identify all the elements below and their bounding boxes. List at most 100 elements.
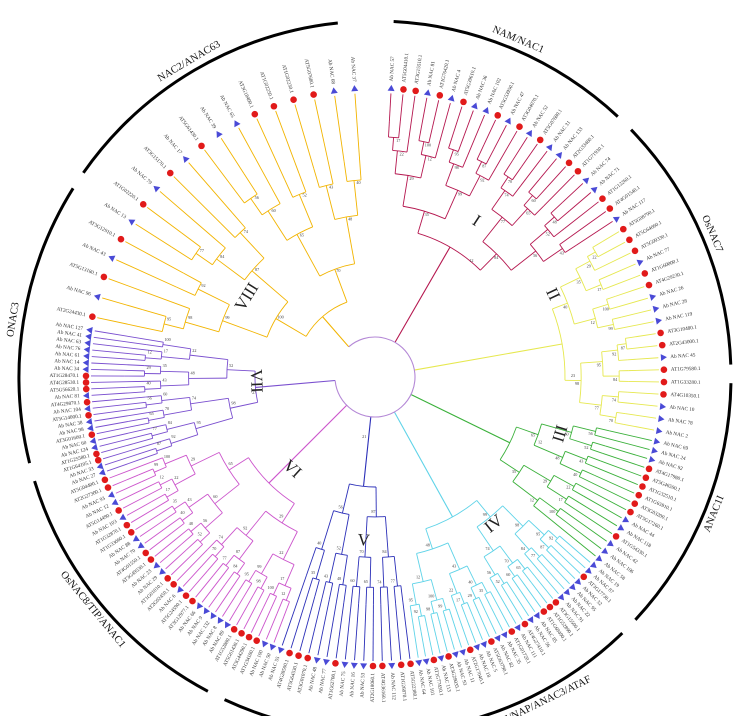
arabidopsis-marker xyxy=(88,431,96,439)
branch xyxy=(137,447,156,455)
branch xyxy=(411,617,419,658)
branch xyxy=(365,587,368,605)
abies-marker xyxy=(111,498,119,506)
bootstrap-value: 43 xyxy=(579,459,583,464)
branch xyxy=(432,100,440,128)
branch xyxy=(594,434,608,439)
branch-arc xyxy=(359,556,371,558)
bootstrap-value: 52 xyxy=(496,579,500,584)
clade-stem-I xyxy=(394,246,451,343)
bootstrap-value: 40 xyxy=(573,472,577,477)
branch-arc xyxy=(185,454,196,475)
abies-marker xyxy=(437,655,445,662)
branch xyxy=(97,317,139,327)
arabidopsis-marker xyxy=(182,592,190,599)
branch xyxy=(335,602,345,659)
branch-arc xyxy=(587,256,596,271)
branch xyxy=(590,448,604,454)
branch-arc xyxy=(578,469,583,477)
branch xyxy=(562,183,584,203)
branch xyxy=(165,549,187,570)
branch xyxy=(444,190,459,220)
bootstrap-value: 92 xyxy=(549,535,553,540)
branch-arc xyxy=(207,493,223,514)
branch xyxy=(594,474,635,494)
branch xyxy=(222,592,238,617)
branch xyxy=(602,395,619,398)
branch xyxy=(490,607,504,631)
arabidopsis-marker xyxy=(166,169,174,177)
bootstrap-value: 17 xyxy=(280,576,284,581)
branch xyxy=(229,183,245,204)
branch xyxy=(220,138,245,174)
branch xyxy=(483,119,497,146)
branch xyxy=(529,229,549,245)
branch xyxy=(585,462,598,469)
branch xyxy=(387,603,392,661)
arabidopsis-marker xyxy=(82,379,90,386)
branch xyxy=(539,497,559,512)
branch xyxy=(146,344,163,348)
branch xyxy=(250,198,263,216)
branch xyxy=(450,595,456,608)
clade-label-II: II xyxy=(542,285,564,304)
tip-label: Ab NAC 16 xyxy=(349,672,357,698)
branch xyxy=(398,121,401,138)
arabidopsis-marker xyxy=(238,630,245,637)
branch xyxy=(514,533,530,550)
branch xyxy=(514,594,530,617)
bootstrap-value: 98 xyxy=(575,381,579,386)
branch xyxy=(359,159,362,180)
abies-marker xyxy=(582,177,590,185)
branch xyxy=(467,114,485,156)
branch xyxy=(420,631,426,657)
branch xyxy=(341,514,350,555)
arabidopsis-marker xyxy=(142,549,150,557)
branch xyxy=(485,149,495,165)
bootstrap-value: 56 xyxy=(338,504,342,509)
bootstrap-value: 84 xyxy=(220,254,225,259)
bootstrap-value: 29 xyxy=(468,593,472,598)
bootstrap-value: 43 xyxy=(324,573,328,578)
abies-marker xyxy=(423,89,431,96)
arabidopsis-marker xyxy=(170,581,177,588)
branch xyxy=(597,323,614,329)
branch-arc xyxy=(160,351,163,360)
bootstrap-value: 35 xyxy=(173,499,177,504)
branch xyxy=(548,530,558,539)
arabidopsis-marker xyxy=(627,508,634,516)
branch xyxy=(466,618,477,643)
abies-marker xyxy=(451,651,459,658)
branch xyxy=(411,583,417,605)
abies-marker xyxy=(660,354,667,362)
branch xyxy=(575,260,591,270)
abies-marker xyxy=(85,417,93,425)
branch xyxy=(388,93,392,122)
tip-label: AT2G24430.1 xyxy=(56,306,87,318)
branch xyxy=(116,259,178,288)
tip-label: AT5G14000.1 xyxy=(52,413,82,423)
bootstrap-value: 87 xyxy=(621,345,625,350)
abies-marker xyxy=(217,616,224,624)
subfamily-arc xyxy=(17,187,75,464)
branch xyxy=(447,542,461,570)
branch xyxy=(563,201,599,230)
central-bootstrap: 12 xyxy=(538,440,542,445)
bootstrap-value: 99 xyxy=(483,512,487,517)
branch xyxy=(585,284,602,292)
bootstrap-value: 48 xyxy=(348,216,352,221)
arabidopsis-marker xyxy=(310,91,317,98)
bootstrap-value: 65 xyxy=(300,232,304,237)
arabidopsis-marker xyxy=(164,575,171,582)
branch-arc xyxy=(194,282,202,296)
branch xyxy=(612,316,622,320)
branch xyxy=(336,584,340,602)
branch-arc xyxy=(218,452,240,485)
branch xyxy=(314,99,330,165)
branch xyxy=(494,130,518,170)
branch xyxy=(276,598,284,614)
branch xyxy=(583,495,622,519)
branch xyxy=(482,216,503,242)
branch-arc xyxy=(394,585,401,587)
